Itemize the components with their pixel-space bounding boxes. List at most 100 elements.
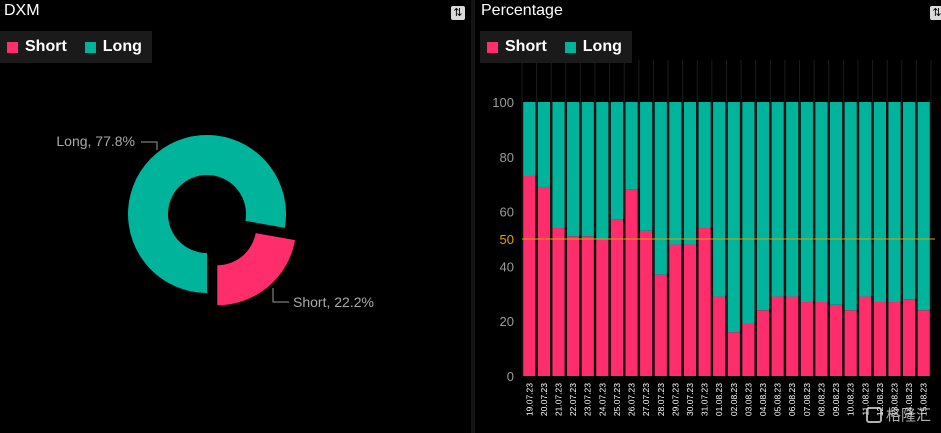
bar-long-22.07.23[interactable] <box>567 102 580 237</box>
bar-short-20.07.23[interactable] <box>537 186 551 376</box>
legend-label: Short <box>25 38 67 55</box>
bar-short-13.08.23[interactable] <box>888 302 901 376</box>
bar-short-30.07.23[interactable] <box>683 244 697 376</box>
x-tick-label: 12.08.23 <box>875 383 885 416</box>
x-tick-label: 30.07.23 <box>685 383 695 416</box>
bar-long-03.08.23[interactable] <box>742 102 755 324</box>
short-swatch <box>7 41 18 53</box>
dxm-titlebar: DXM ⇅ <box>0 0 471 26</box>
bar-long-13.08.23[interactable] <box>888 102 901 303</box>
bar-long-15.08.23[interactable] <box>917 102 930 311</box>
watermark: 格隆汇 <box>866 404 931 425</box>
bar-short-21.07.23[interactable] <box>552 228 565 376</box>
bar-short-02.08.23[interactable] <box>727 332 740 376</box>
bar-short-26.07.23[interactable] <box>625 189 638 376</box>
bar-long-23.07.23[interactable] <box>581 102 594 237</box>
bar-long-29.07.23[interactable] <box>669 102 682 245</box>
percentage-panel: Percentage ⇅ 0 20 40 50 60 80 100 19.07.23 20.07… <box>475 0 941 433</box>
bar-short-28.07.23[interactable] <box>654 274 667 376</box>
bar-short-19.07.23[interactable] <box>523 175 536 376</box>
swap-icon[interactable]: ⇅ <box>451 6 465 20</box>
bar-short-10.08.23[interactable] <box>844 310 857 376</box>
bar-long-05.08.23[interactable] <box>771 102 784 297</box>
legend-item-short[interactable]: Short <box>487 38 547 56</box>
bar-long-27.07.23[interactable] <box>640 102 653 231</box>
legend-item-short[interactable]: Short <box>7 38 67 56</box>
legend-item-long[interactable]: Long <box>84 38 142 56</box>
bar-long-19.07.23[interactable] <box>523 102 536 176</box>
donut-slice-short[interactable] <box>217 233 296 306</box>
x-tick-label: 07.08.23 <box>802 383 812 416</box>
bar-short-29.07.23[interactable] <box>669 244 682 376</box>
bar-long-11.08.23[interactable] <box>859 102 872 297</box>
bar-long-10.08.23[interactable] <box>844 102 857 311</box>
x-tick-label: 04.08.23 <box>758 383 768 416</box>
bar-short-06.08.23[interactable] <box>786 296 799 376</box>
bar-short-14.08.23[interactable] <box>902 299 916 376</box>
panel-divider <box>471 0 475 433</box>
long-swatch <box>84 41 96 53</box>
bar-short-31.07.23[interactable] <box>698 228 711 376</box>
bar-long-30.07.23[interactable] <box>683 102 697 245</box>
bar-long-25.07.23[interactable] <box>610 102 624 220</box>
x-tick-label: 29.07.23 <box>670 383 680 416</box>
bar-long-24.07.23[interactable] <box>596 102 609 239</box>
bar-short-05.08.23[interactable] <box>771 296 784 376</box>
bar-short-22.07.23[interactable] <box>567 236 580 376</box>
watermark-logo-icon <box>866 406 882 423</box>
y-tick-label: 20 <box>500 314 514 329</box>
bar-short-01.08.23[interactable] <box>713 296 726 376</box>
long-swatch <box>564 41 576 53</box>
bar-long-31.07.23[interactable] <box>698 102 711 229</box>
x-tick-label: 05.08.23 <box>773 383 783 416</box>
bar-long-09.08.23[interactable] <box>829 102 843 305</box>
bar-short-15.08.23[interactable] <box>917 310 930 376</box>
bar-short-27.07.23[interactable] <box>640 230 653 376</box>
y-tick-label: 60 <box>500 205 514 220</box>
y-tick-label: 80 <box>500 150 514 165</box>
x-tick-label: 23.07.23 <box>583 383 593 416</box>
bar-long-07.08.23[interactable] <box>800 102 813 303</box>
bar-long-08.08.23[interactable] <box>815 102 828 303</box>
legend-item-long[interactable]: Long <box>564 38 622 56</box>
bar-short-09.08.23[interactable] <box>829 304 843 376</box>
legend: Short Long <box>480 31 632 63</box>
bar-long-04.08.23[interactable] <box>756 102 770 311</box>
x-tick-label: 09.08.23 <box>831 383 841 416</box>
watermark-text: 格隆汇 <box>886 406 932 424</box>
swap-icon[interactable]: ⇅ <box>930 6 941 20</box>
x-tick-label: 31.07.23 <box>700 383 710 416</box>
panel-title: DXM <box>4 2 40 19</box>
bar-long-14.08.23[interactable] <box>902 102 916 300</box>
x-tick-label: 08.08.23 <box>816 383 826 416</box>
bar-short-12.08.23[interactable] <box>873 302 886 376</box>
panel-title: Percentage <box>481 2 563 19</box>
donut-slice-long[interactable] <box>128 135 286 293</box>
bar-long-26.07.23[interactable] <box>625 102 638 190</box>
bar-long-06.08.23[interactable] <box>786 102 799 297</box>
bar-long-12.08.23[interactable] <box>873 102 886 303</box>
bar-short-25.07.23[interactable] <box>610 219 624 376</box>
bar-short-03.08.23[interactable] <box>742 323 755 376</box>
bar-long-20.07.23[interactable] <box>537 102 551 187</box>
y-tick-label: 0 <box>507 369 514 384</box>
x-tick-label: 21.07.23 <box>554 383 564 416</box>
x-tick-label: 20.07.23 <box>539 383 549 416</box>
x-tick-label: 19.07.23 <box>524 383 534 416</box>
bar-short-07.08.23[interactable] <box>800 302 813 376</box>
short-callout-line <box>272 288 289 303</box>
legend: Short Long <box>0 31 152 63</box>
bar-long-02.08.23[interactable] <box>727 102 740 333</box>
bar-short-23.07.23[interactable] <box>581 236 594 376</box>
bar-short-24.07.23[interactable] <box>596 239 609 376</box>
bar-long-21.07.23[interactable] <box>552 102 565 229</box>
long-callout: Long, 77.8% <box>56 133 135 149</box>
bar-long-01.08.23[interactable] <box>713 102 726 297</box>
stacked-bar-chart: 0 20 40 50 60 80 100 19.07.23 20.07.23 21.07.23 22… <box>492 60 935 416</box>
bar-long-28.07.23[interactable] <box>654 102 667 275</box>
x-tick-label: 13.08.23 <box>889 383 899 416</box>
bar-short-11.08.23[interactable] <box>859 296 872 376</box>
bar-short-08.08.23[interactable] <box>815 302 828 376</box>
short-swatch <box>487 41 498 53</box>
bar-short-04.08.23[interactable] <box>756 310 770 376</box>
